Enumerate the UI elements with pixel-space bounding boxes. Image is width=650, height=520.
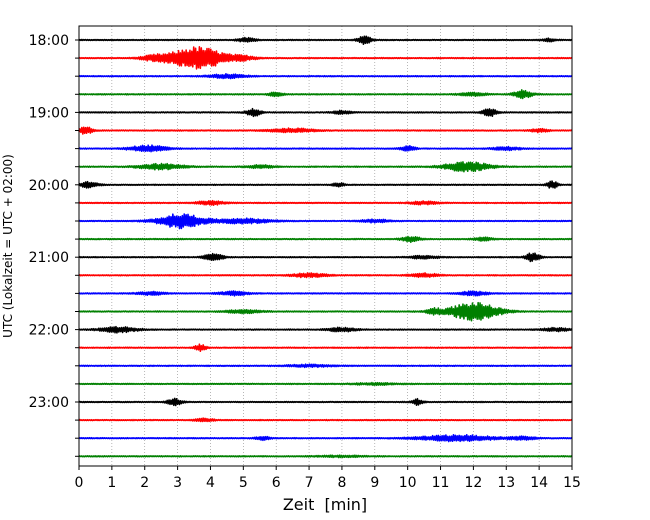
trace-layer bbox=[78, 35, 573, 459]
trace-1830 bbox=[78, 72, 573, 80]
trace-1900 bbox=[78, 107, 573, 118]
y-tick-label-2300: 23:00 bbox=[29, 395, 69, 411]
trace-2330 bbox=[78, 433, 573, 443]
plot-frame bbox=[78, 25, 573, 467]
trace-2200 bbox=[78, 325, 573, 334]
grid-layer bbox=[111, 26, 540, 466]
y-tick-label-2100: 21:00 bbox=[29, 250, 69, 266]
x-tick-label-15: 15 bbox=[563, 475, 581, 491]
x-tick-label-9: 9 bbox=[370, 475, 379, 491]
x-tick-label-8: 8 bbox=[337, 475, 346, 491]
trace-2230 bbox=[78, 363, 573, 369]
trace-1800 bbox=[78, 35, 573, 46]
trace-2315 bbox=[78, 417, 573, 423]
trace-2145 bbox=[78, 301, 573, 322]
trace-2215 bbox=[78, 343, 573, 353]
x-tick-label-7: 7 bbox=[305, 475, 314, 491]
x-axis-label: Zeit [min] bbox=[283, 495, 367, 514]
trace-2300 bbox=[78, 397, 573, 407]
x-tick-label-11: 11 bbox=[432, 475, 450, 491]
trace-2115 bbox=[78, 272, 573, 279]
trace-1915 bbox=[78, 126, 573, 135]
trace-2030 bbox=[78, 213, 573, 230]
x-axis-ticks: 0 1 2 3 4 5 6 7 8 9 10 11 12 13 14 15 bbox=[75, 466, 581, 491]
y-tick-label-2200: 22:00 bbox=[29, 323, 69, 339]
trace-2245 bbox=[78, 381, 573, 387]
x-tick-label-1: 1 bbox=[107, 475, 116, 491]
x-tick-label-6: 6 bbox=[272, 475, 281, 491]
x-tick-label-13: 13 bbox=[497, 475, 515, 491]
y-axis-ticks: 18:00 19:00 20:00 21:00 22:00 23:00 bbox=[29, 33, 79, 457]
x-tick-label-5: 5 bbox=[239, 475, 248, 491]
x-tick-label-2: 2 bbox=[140, 475, 149, 491]
trace-1845 bbox=[78, 89, 573, 100]
y-axis-label: UTC (Lokalzeit = UTC + 02:00) bbox=[1, 154, 15, 338]
x-tick-label-3: 3 bbox=[173, 475, 182, 491]
trace-1815 bbox=[78, 46, 573, 70]
trace-1930 bbox=[78, 144, 573, 153]
trace-2130 bbox=[78, 290, 573, 297]
trace-2345 bbox=[78, 454, 573, 459]
y-tick-label-1900: 19:00 bbox=[29, 105, 69, 121]
y-tick-label-1800: 18:00 bbox=[29, 33, 69, 49]
x-tick-label-4: 4 bbox=[206, 475, 215, 491]
trace-2045 bbox=[78, 235, 573, 244]
x-tick-label-12: 12 bbox=[464, 475, 482, 491]
trace-2000 bbox=[78, 180, 573, 189]
y-tick-label-2000: 20:00 bbox=[29, 178, 69, 194]
trace-2015 bbox=[78, 199, 573, 207]
trace-2100 bbox=[78, 252, 573, 263]
x-tick-label-14: 14 bbox=[530, 475, 548, 491]
trace-1945 bbox=[78, 161, 573, 173]
x-tick-label-10: 10 bbox=[399, 475, 417, 491]
x-tick-label-0: 0 bbox=[75, 475, 84, 491]
